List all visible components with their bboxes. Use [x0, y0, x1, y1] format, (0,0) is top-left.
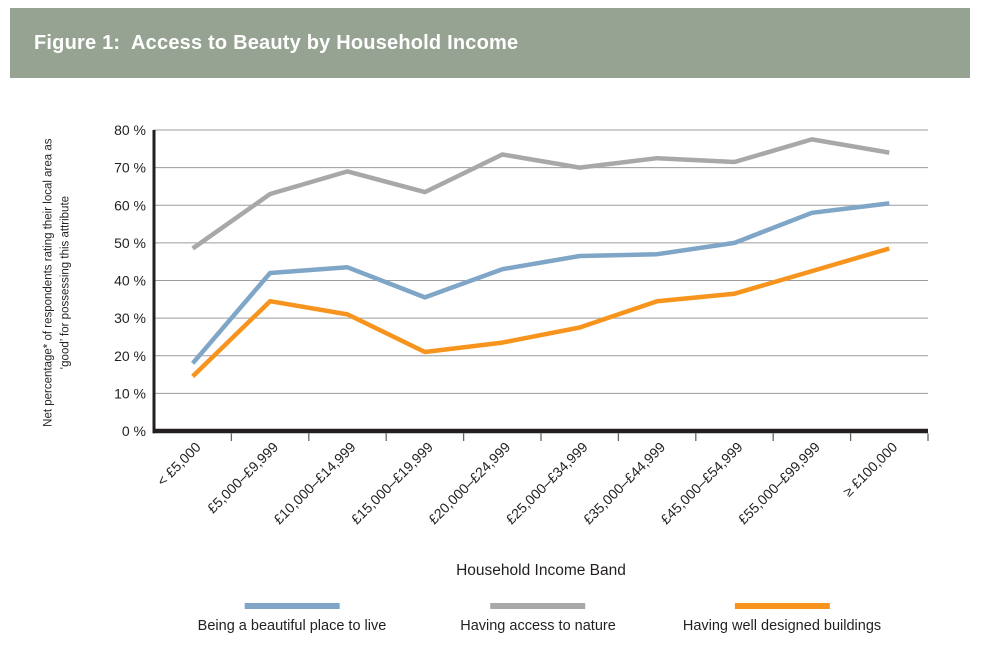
- y-tick-label: 50 %: [114, 235, 146, 251]
- y-tick-label: 40 %: [114, 273, 146, 289]
- x-tick-label: £20,000–£24,999: [425, 439, 514, 528]
- y-tick-label: 60 %: [114, 197, 146, 213]
- line-chart-svg: 0 % 10 % 20 % 30 % 40 % 50 % 60 % 70 % 80 % < £5,…: [114, 122, 929, 579]
- legend-swatch-well-designed-buildings: [734, 603, 830, 609]
- legend-label: Being a beautiful place to live: [197, 618, 387, 634]
- figure-title: Figure 1: Access to Beauty by Household …: [34, 31, 519, 54]
- legend-label: Having access to nature: [460, 618, 616, 634]
- x-tick-label: £15,000–£19,999: [348, 439, 437, 528]
- legend-item-well-designed-buildings: Having well designed buildings: [683, 603, 881, 634]
- legend-swatch-access-to-nature: [490, 603, 586, 609]
- x-tick-label: < £5,000: [154, 439, 204, 489]
- x-tick-label: £25,000–£34,999: [502, 439, 591, 528]
- y-tick-label: 80 %: [114, 122, 146, 138]
- figure-header: Figure 1: Access to Beauty by Household …: [10, 8, 970, 78]
- y-tick-label: 10 %: [114, 385, 146, 401]
- x-tick-label: £10,000–£14,999: [270, 439, 359, 528]
- legend-swatch-beautiful-place: [244, 603, 340, 609]
- y-tick-label: 30 %: [114, 310, 146, 326]
- y-tick-label: 0 %: [122, 423, 146, 439]
- series-line: [191, 137, 890, 251]
- series-line: [190, 201, 890, 365]
- x-tick-label: £55,000–£99,999: [735, 439, 824, 528]
- legend-item-access-to-nature: Having access to nature: [460, 603, 616, 634]
- series-line: [191, 246, 890, 379]
- y-tick-label: 20 %: [114, 348, 146, 364]
- legend-item-beautiful-place: Being a beautiful place to live: [197, 603, 387, 634]
- x-tick-label: £45,000–£54,999: [657, 439, 746, 528]
- x-axis-title: Household Income Band: [456, 562, 626, 579]
- x-tick-label: ≥ £100,000: [840, 439, 901, 500]
- chart-legend: Being a beautiful place to live Having a…: [0, 603, 981, 653]
- x-tick-label: £35,000–£44,999: [580, 439, 669, 528]
- y-tick-label: 70 %: [114, 160, 146, 176]
- x-tick-label: £5,000–£9,999: [204, 439, 282, 517]
- legend-label: Having well designed buildings: [682, 618, 882, 634]
